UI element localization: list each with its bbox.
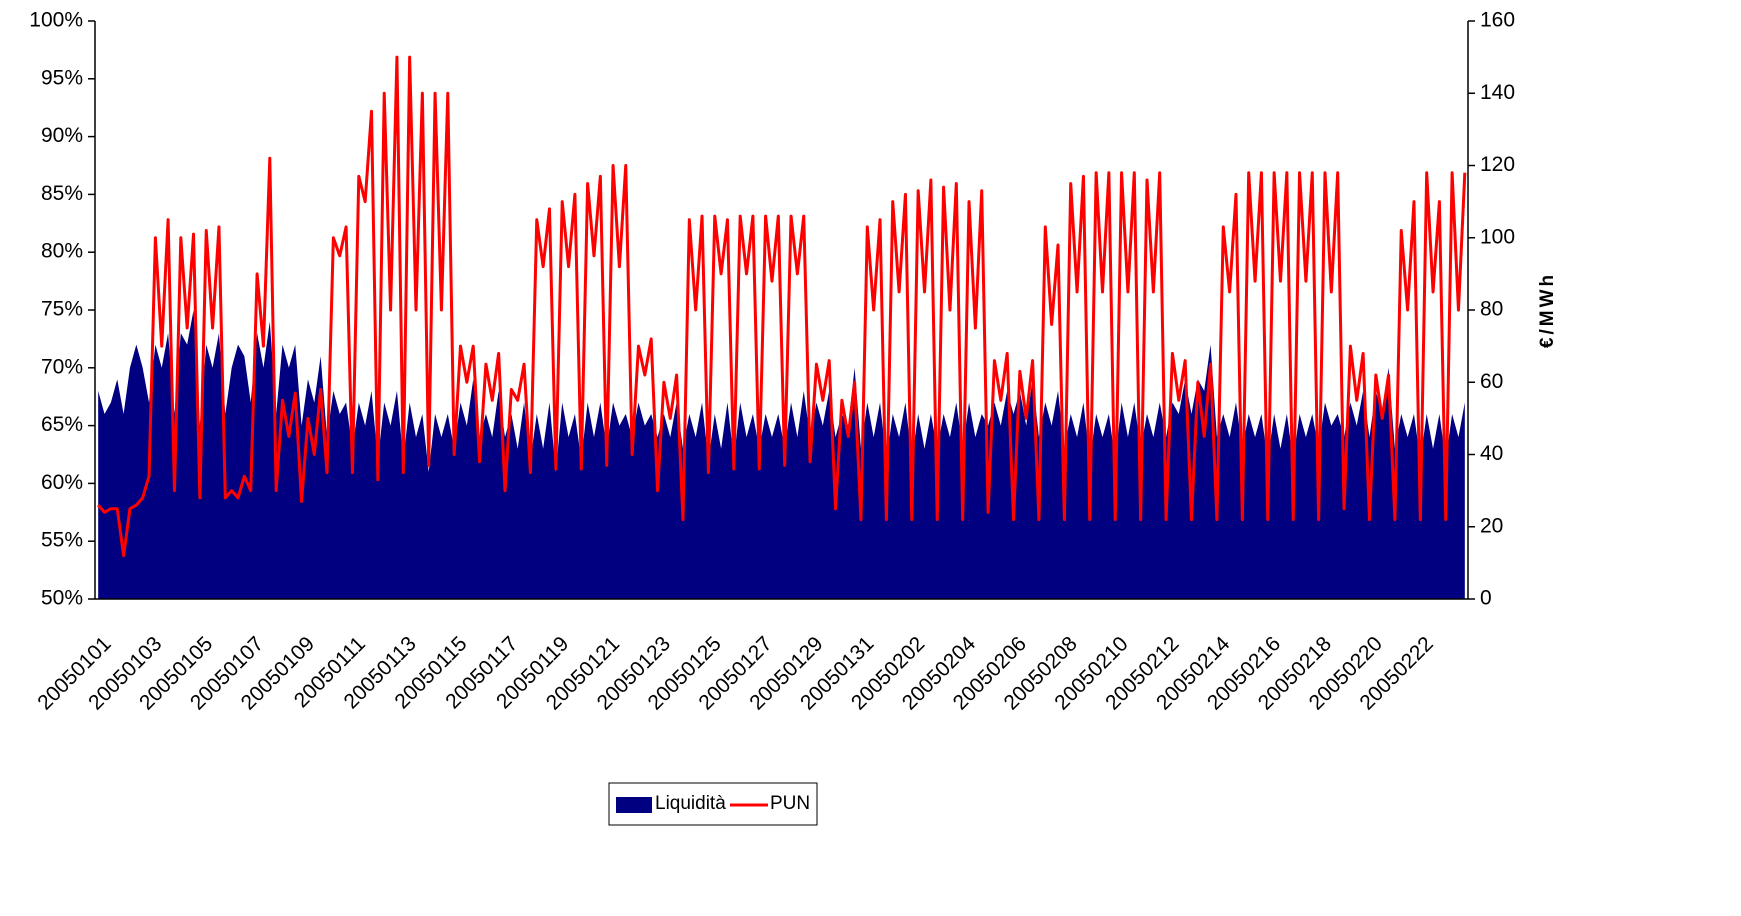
y2-axis-title: €/MWh (1537, 272, 1558, 348)
y-tick-label: 75% (41, 298, 83, 321)
y2-tick-label: 140 (1480, 81, 1515, 104)
y-tick-label: 65% (41, 413, 83, 436)
y-tick-label: 90% (41, 124, 83, 147)
y2-tick-label: 80 (1480, 298, 1503, 321)
y2-tick-label: 40 (1480, 442, 1503, 465)
y-tick-label: 85% (41, 182, 83, 205)
y-tick-label: 50% (41, 587, 83, 610)
line (97, 55, 1467, 558)
y-tick-label: 95% (41, 66, 83, 89)
y-tick-label: 80% (41, 240, 83, 263)
legend: Liquidità PUN (608, 782, 818, 826)
y2-tick-label: 120 (1480, 153, 1515, 176)
y-tick-label: 100% (29, 9, 83, 32)
legend-label: Liquidità (655, 793, 726, 814)
y-tick-label: 55% (41, 529, 83, 552)
y-tick-label: 70% (41, 355, 83, 378)
y2-tick-label: 160 (1480, 9, 1515, 32)
y2-tick-label: 20 (1480, 514, 1503, 537)
y-tick-label: 60% (41, 471, 83, 494)
y2-tick-label: 0 (1480, 587, 1492, 610)
y2-tick-label: 100 (1480, 225, 1515, 248)
legend-swatch (616, 797, 652, 813)
area (98, 310, 1465, 599)
y2-tick-label: 60 (1480, 370, 1503, 393)
legend-label: PUN (770, 793, 810, 814)
